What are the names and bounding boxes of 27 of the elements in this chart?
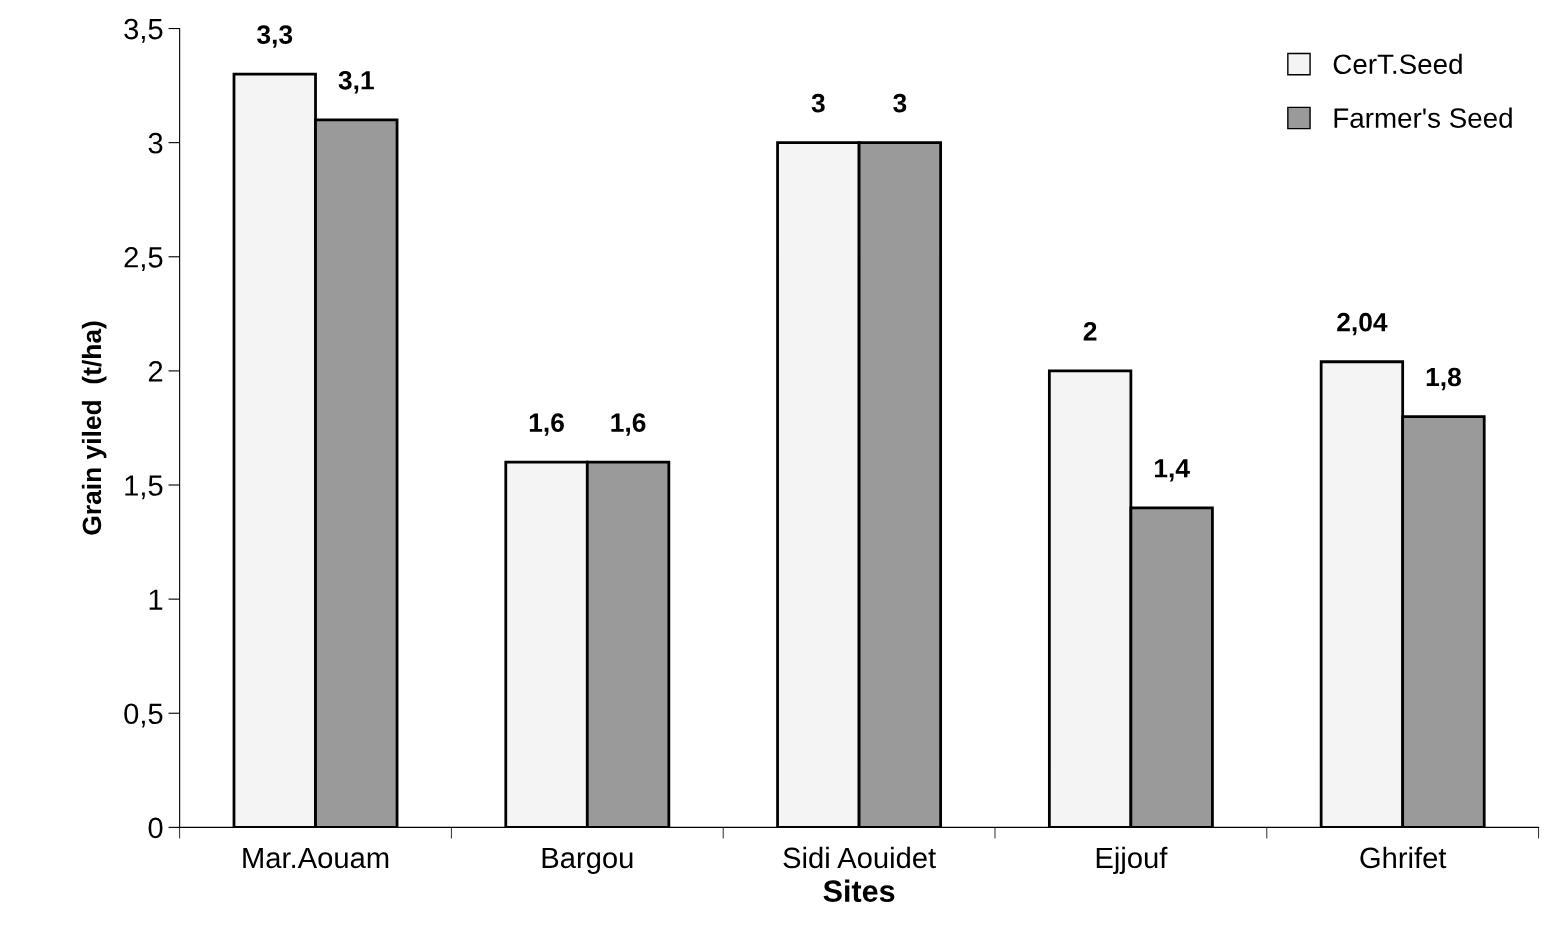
y-tick-label: 3,5 (124, 18, 163, 43)
legend-label: CerT.Seed (1333, 53, 1462, 75)
data-label: 2,04 (1337, 312, 1388, 336)
x-tick-label: Mar.Aouam (243, 847, 389, 869)
data-label: 2 (1083, 321, 1097, 341)
x-axis-title: Sites (823, 879, 895, 902)
y-tick-label: 2 (148, 361, 163, 382)
legend-label: Farmer's Seed (1334, 107, 1512, 128)
x-tick-label: Sidi Aouidet (783, 846, 936, 869)
y-tick-label: 0 (148, 817, 163, 839)
y-axis-title: Grain yiled (t/ha) (81, 321, 107, 535)
data-label: 1,4 (1154, 459, 1190, 482)
data-label: 1,6 (529, 413, 564, 436)
data-label: 3 (893, 93, 907, 113)
x-tick-label: Bargou (542, 847, 633, 874)
y-tick-label: 1 (149, 589, 163, 610)
data-label: 1,6 (611, 413, 646, 436)
x-tick-label: Ghrifet (1360, 846, 1447, 869)
y-tick-label: 3 (148, 132, 163, 154)
data-label: 3,1 (338, 70, 374, 94)
y-tick-label: 2,5 (124, 246, 163, 272)
y-tick-label: 0,5 (124, 703, 163, 728)
y-tick-label: 1,5 (125, 475, 163, 500)
x-tick-label: Ejjouf (1096, 846, 1168, 874)
data-label: 3 (811, 93, 825, 113)
data-label: 3,3 (257, 25, 293, 48)
data-label: 1,8 (1426, 367, 1461, 391)
